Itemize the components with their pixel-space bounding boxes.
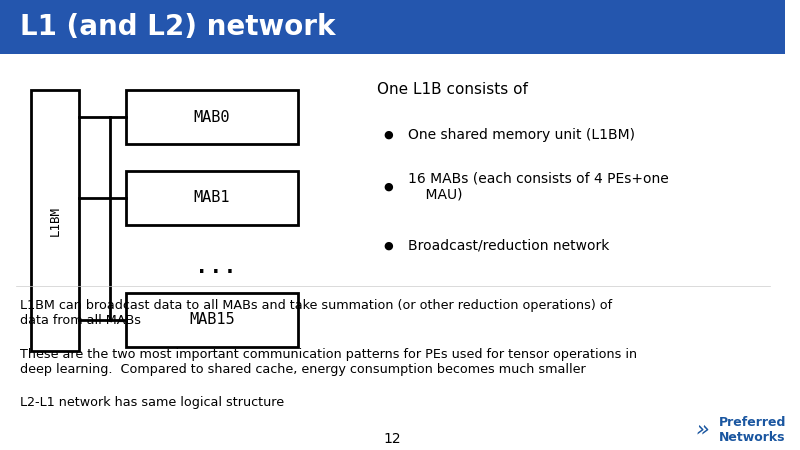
Text: One shared memory unit (L1BM): One shared memory unit (L1BM) xyxy=(408,128,635,142)
Text: 12: 12 xyxy=(384,432,402,446)
Text: . . .: . . . xyxy=(198,258,234,277)
Text: Broadcast/reduction network: Broadcast/reduction network xyxy=(408,238,610,252)
Text: MAB1: MAB1 xyxy=(194,190,230,206)
Text: »: » xyxy=(696,420,710,440)
Text: MAB15: MAB15 xyxy=(190,312,235,327)
Text: ●: ● xyxy=(384,182,394,192)
Text: L1BM: L1BM xyxy=(49,206,62,235)
Text: These are the two most important communication patterns for PEs used for tensor : These are the two most important communi… xyxy=(20,348,637,376)
Text: One L1B consists of: One L1B consists of xyxy=(377,82,528,98)
Text: L2-L1 network has same logical structure: L2-L1 network has same logical structure xyxy=(20,396,284,409)
Text: 16 MABs (each consists of 4 PEs+one
    MAU): 16 MABs (each consists of 4 PEs+one MAU) xyxy=(408,171,669,202)
Bar xyxy=(126,171,298,225)
Text: MAB0: MAB0 xyxy=(194,109,230,125)
Text: ●: ● xyxy=(384,130,394,140)
Text: L1BM can broadcast data to all MABs and take summation (or other reduction opera: L1BM can broadcast data to all MABs and … xyxy=(20,299,612,327)
Text: L1 (and L2) network: L1 (and L2) network xyxy=(20,13,335,41)
Text: ●: ● xyxy=(384,240,394,250)
Bar xyxy=(126,90,298,144)
Bar xyxy=(31,90,78,351)
Text: Preferred
Networks: Preferred Networks xyxy=(718,416,786,444)
Bar xyxy=(126,292,298,346)
FancyBboxPatch shape xyxy=(0,0,786,54)
